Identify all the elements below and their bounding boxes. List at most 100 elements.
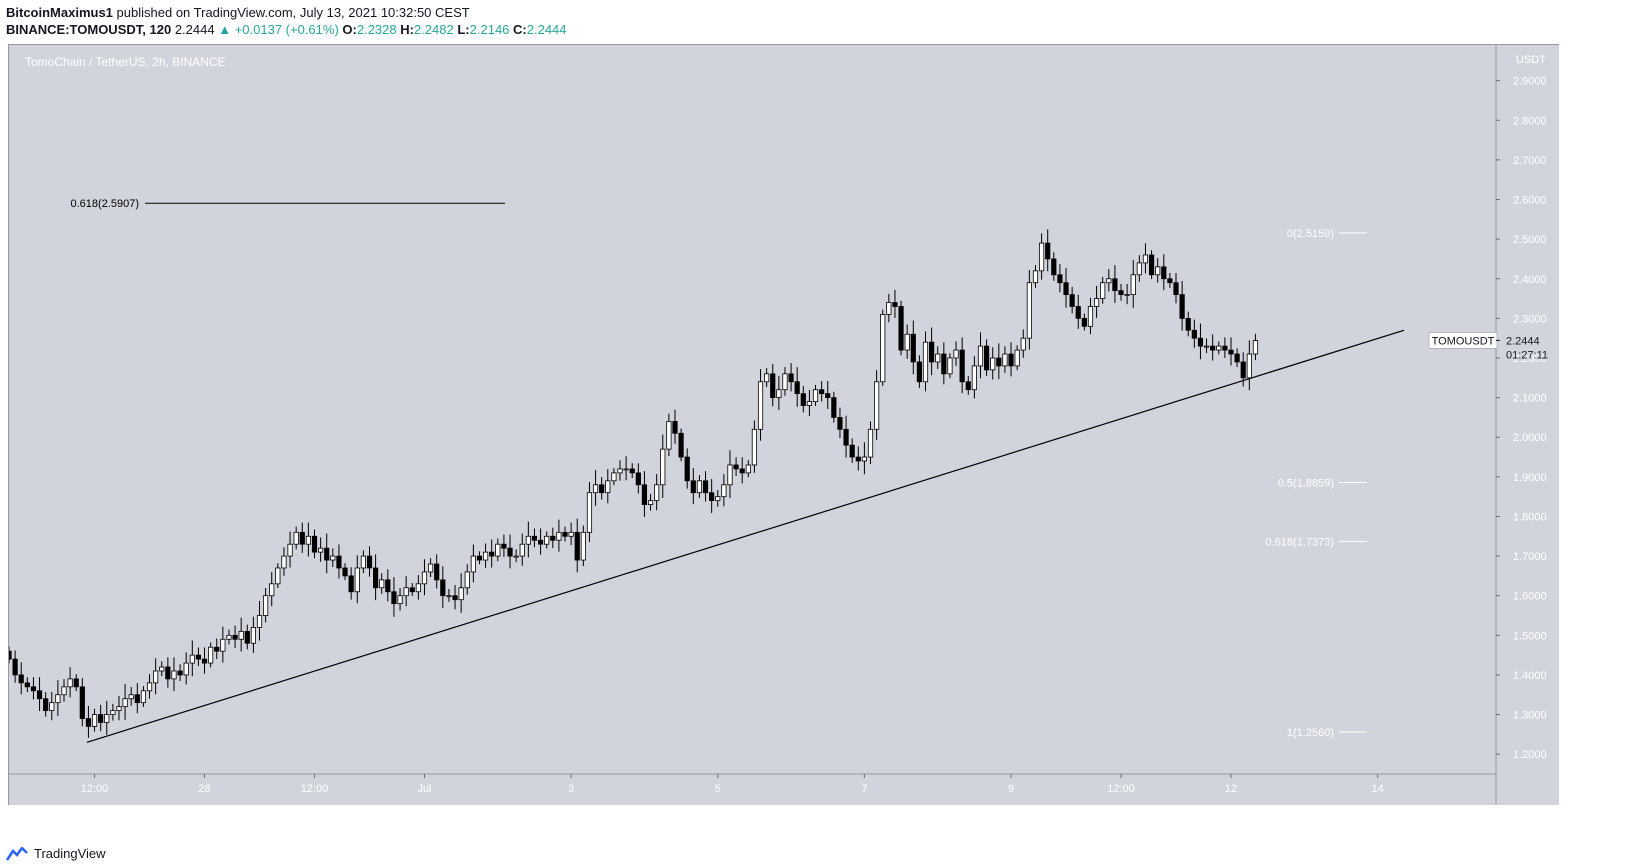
x-tick-label: 12 [1225,783,1237,795]
candle-down [941,353,947,375]
candle-down [1057,274,1063,284]
candle-down [849,444,855,458]
footer: TradingView [6,846,106,861]
x-tick-label: 12:00 [81,783,109,795]
candle-down [1045,242,1051,260]
candle-down [9,650,12,660]
candle-up [183,662,189,676]
candle-down [843,428,849,446]
candle-up [867,428,874,458]
candle-up [305,535,311,545]
candle-up [580,531,586,561]
candle-up [519,543,525,557]
candle-up [104,714,110,723]
candle-up [146,682,153,692]
symbol-interval[interactable]: BINANCE:TOMOUSDT, 120 [6,22,172,37]
candle-down [641,484,648,505]
candle-down [678,432,684,458]
y-tick-label: 2.6000 [1513,195,1547,207]
candle-down [36,690,43,700]
candle-down [702,480,709,494]
candle-up [458,587,464,601]
candle-down [1173,282,1179,296]
close-value: 2.2444 [526,22,567,37]
candle-up [403,587,409,597]
candle-up [208,646,214,664]
price-chart[interactable]: 1.2000 1.3000 1.4000 1.5000 1.6000 1.7000 1.80… [9,45,1559,805]
candle-down [800,393,806,406]
candle-down [348,575,354,593]
candle-up [922,341,929,383]
candle-down [1228,349,1234,355]
close-label: C: [513,22,527,37]
candle-up [751,428,758,466]
last-price-label: 2.2444 [1506,335,1540,347]
candle-down [1222,345,1228,351]
candle-up [874,381,880,430]
candle-up [446,595,452,598]
fib-level-label: 0.5(1.8859) [1278,477,1334,489]
candle-down [916,361,922,383]
candle-down [134,694,140,704]
x-tick-label: 14 [1372,783,1384,795]
candle-down [73,678,79,688]
fib-level-label: 0.618(1.7373) [1266,536,1335,548]
candle-up [1136,262,1142,276]
candle-down [531,535,538,541]
y-tick-label: 2.4000 [1513,274,1547,286]
candle-up [592,484,599,494]
candle-up [55,694,61,704]
candle-down [232,634,238,640]
candle-down [892,302,898,307]
candle-up [904,333,910,351]
candle-down [18,674,24,684]
open-label: O: [342,22,357,37]
candle-up [67,678,73,688]
author-name[interactable]: BitcoinMaximus1 [6,5,113,20]
candle-down [195,654,202,660]
candle-down [336,555,342,569]
candle-down [507,547,513,557]
candle-down [165,666,171,680]
candle-down [672,420,678,434]
candle-up [1026,282,1032,339]
candle-down [452,595,458,601]
candle-down [12,658,18,676]
candle-up [647,500,654,505]
candle-up [220,638,226,652]
x-tick-label: 12:00 [301,783,329,795]
candle-up [318,547,324,553]
candle-down [690,480,696,494]
tradingview-logo-icon [6,846,28,861]
candle-up [354,567,360,593]
candle-up [1155,266,1161,276]
candle-up [947,357,953,375]
candle-down [1008,353,1014,367]
fib-level-label: 1(1.2560) [1287,727,1334,739]
candle-up [544,535,550,545]
price-pane[interactable] [9,45,1559,805]
candle-down [996,357,1002,367]
candle-up [990,357,996,371]
candle-up [1032,270,1039,284]
candle-down [1191,329,1197,339]
candle-down [1075,306,1081,319]
candle-up [880,314,886,383]
candle-up [556,531,562,541]
candle-up [263,595,269,616]
candle-down [214,646,220,652]
candle-up [153,670,159,684]
candle-up [776,389,782,399]
candle-down [79,686,85,719]
chart-header: BitcoinMaximus1 published on TradingView… [6,4,567,38]
candle-down [440,579,446,597]
last-price: 2.2444 [174,22,215,37]
candle-down [409,587,415,593]
candle-up [764,373,770,383]
candle-up [1252,340,1259,355]
candle-up [696,480,703,494]
y-tick-label: 2.3000 [1513,313,1547,325]
change-up-icon: ▲ [218,22,232,37]
y-tick-label: 1.8000 [1513,511,1547,523]
chart-area[interactable]: 1.2000 1.3000 1.4000 1.5000 1.6000 1.7000 1.80… [8,44,1559,805]
